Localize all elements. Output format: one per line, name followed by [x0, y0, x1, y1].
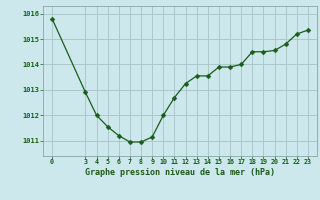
- X-axis label: Graphe pression niveau de la mer (hPa): Graphe pression niveau de la mer (hPa): [85, 168, 275, 177]
